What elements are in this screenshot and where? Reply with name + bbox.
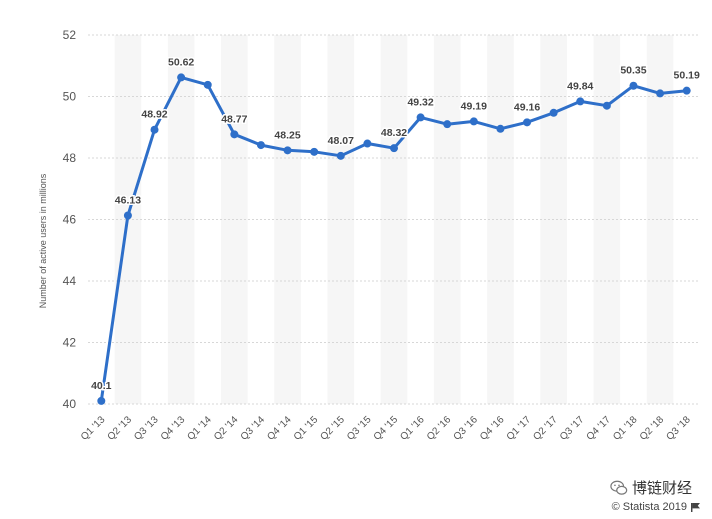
y-tick-label: 40 bbox=[63, 397, 77, 411]
data-point bbox=[602, 101, 611, 110]
data-point bbox=[123, 211, 132, 220]
data-label: 48.77 bbox=[221, 113, 247, 125]
x-tick-label: Q3 '15 bbox=[345, 414, 374, 443]
data-point bbox=[469, 117, 478, 126]
data-point bbox=[390, 144, 398, 153]
x-tick-label: Q2 '13 bbox=[106, 414, 135, 443]
x-tick-label: Q4 '13 bbox=[159, 414, 188, 443]
data-point bbox=[177, 73, 186, 82]
y-axis-ticks: 52 50 48 46 44 42 40 bbox=[63, 28, 77, 411]
flag-icon bbox=[691, 502, 700, 512]
watermark-text: 博链财经 bbox=[631, 479, 692, 497]
x-tick-label: Q3 '14 bbox=[239, 414, 268, 443]
data-label: 50.35 bbox=[620, 65, 646, 77]
data-points bbox=[97, 73, 691, 405]
x-tick-label: Q3 '18 bbox=[664, 414, 693, 443]
x-tick-label: Q1 '15 bbox=[292, 414, 321, 443]
data-point bbox=[416, 113, 425, 122]
data-point bbox=[656, 89, 665, 98]
y-tick-label: 50 bbox=[63, 90, 77, 104]
data-label: 48.07 bbox=[328, 135, 354, 147]
x-tick-label: Q4 '17 bbox=[585, 414, 614, 443]
data-label: 49.19 bbox=[461, 100, 487, 112]
x-tick-label: Q2 '15 bbox=[319, 414, 348, 443]
y-tick-label: 52 bbox=[63, 28, 77, 42]
data-point bbox=[496, 124, 505, 133]
gridlines bbox=[88, 34, 700, 405]
data-point bbox=[203, 80, 212, 89]
data-point bbox=[256, 141, 265, 150]
data-point bbox=[283, 146, 292, 155]
data-point bbox=[97, 396, 106, 405]
x-tick-label: Q2 '18 bbox=[638, 414, 667, 443]
data-point bbox=[363, 139, 372, 148]
data-label: 48.25 bbox=[274, 129, 300, 141]
x-tick-label: Q4 '15 bbox=[372, 414, 401, 443]
data-point bbox=[549, 108, 558, 117]
data-label: 50.19 bbox=[674, 70, 700, 82]
x-tick-label: Q4 '14 bbox=[265, 414, 294, 443]
x-tick-label: Q1 '16 bbox=[398, 414, 427, 443]
data-point bbox=[230, 130, 239, 139]
data-label: 49.32 bbox=[407, 96, 433, 108]
x-tick-label: Q1 '18 bbox=[611, 414, 640, 443]
data-label: 49.84 bbox=[567, 80, 593, 92]
data-label: 48.32 bbox=[381, 127, 407, 139]
data-point bbox=[310, 147, 319, 156]
x-tick-label: Q4 '16 bbox=[478, 414, 507, 443]
x-tick-label: Q3 '17 bbox=[558, 414, 587, 443]
y-axis-label: Number of active users in millions bbox=[38, 173, 48, 308]
x-tick-label: Q2 '17 bbox=[531, 414, 560, 443]
credit-text: © Statista 2019 bbox=[611, 501, 687, 513]
y-tick-label: 44 bbox=[63, 274, 77, 288]
data-point bbox=[336, 151, 345, 160]
y-tick-label: 46 bbox=[63, 213, 77, 227]
data-point bbox=[150, 125, 159, 134]
data-point bbox=[629, 81, 638, 90]
data-point bbox=[443, 120, 452, 129]
x-tick-label: Q1 '14 bbox=[185, 414, 214, 443]
watermark: 博链财经 bbox=[610, 477, 692, 498]
data-point bbox=[576, 97, 585, 106]
data-label: 46.13 bbox=[115, 195, 141, 207]
data-label: 49.16 bbox=[514, 101, 540, 113]
x-tick-label: Q2 '14 bbox=[212, 414, 241, 443]
data-label: 50.62 bbox=[168, 56, 194, 68]
data-point bbox=[523, 118, 532, 127]
x-tick-label: Q3 '13 bbox=[132, 414, 161, 443]
x-tick-label: Q1 '13 bbox=[79, 414, 108, 443]
data-label: 48.92 bbox=[141, 109, 167, 121]
data-labels: 40.1 46.13 48.92 50.62 48.77 48.25 48.07 48.32 4… bbox=[90, 55, 702, 393]
y-tick-label: 42 bbox=[63, 336, 77, 350]
x-tick-label: Q1 '17 bbox=[505, 414, 534, 443]
source-credit: © Statista 2019 bbox=[612, 501, 700, 513]
y-tick-label: 48 bbox=[63, 151, 77, 165]
data-point bbox=[682, 86, 691, 95]
wechat-icon bbox=[610, 480, 628, 495]
data-label: 40.1 bbox=[91, 380, 112, 392]
x-tick-label: Q2 '16 bbox=[425, 414, 454, 443]
x-tick-label: Q3 '16 bbox=[452, 414, 481, 443]
